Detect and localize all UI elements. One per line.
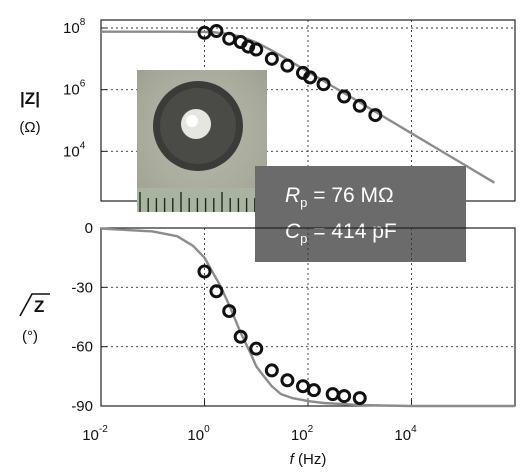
magnitude-ylabel-unit: (Ω) xyxy=(19,119,40,136)
phase-data-point xyxy=(280,373,295,388)
magnitude-measured-points xyxy=(197,23,383,123)
rp-text: Rp = 76 MΩ xyxy=(285,184,394,210)
phase-xtick-label: 104 xyxy=(394,424,417,444)
sample-electrode-highlight xyxy=(186,115,198,127)
rp-value: = 76 MΩ xyxy=(307,184,393,207)
magnitude-grid xyxy=(101,20,515,201)
phase-data-point xyxy=(325,387,340,402)
rp-subscript: p xyxy=(300,195,307,210)
phase-data-point xyxy=(264,363,279,378)
phase-ytick-label: -30 xyxy=(71,279,93,296)
xlabel-variable: f xyxy=(290,451,296,468)
cp-symbol: C xyxy=(285,220,301,243)
angle-icon xyxy=(19,293,50,317)
phase-data-point xyxy=(352,391,367,406)
phase-x-ticks: 10-2 100 102 104 xyxy=(82,400,417,444)
phase-grid xyxy=(101,228,515,406)
magnitude-data-point xyxy=(209,23,224,38)
phase-ytick-label: 0 xyxy=(85,220,93,237)
ruler-strip xyxy=(137,188,267,212)
rp-symbol: R xyxy=(285,184,300,207)
cp-text: Cp = 414 pF xyxy=(285,220,397,246)
magnitude-ylabel: |Z| xyxy=(20,89,40,108)
xlabel-unit: (Hz) xyxy=(294,451,327,468)
magnitude-model-line xyxy=(101,30,496,184)
phase-xlabel: f (Hz) xyxy=(290,451,327,468)
parameter-box: Rp = 76 MΩ Cp = 414 pF xyxy=(255,166,466,262)
magnitude-y-ticks: 104 106 108 xyxy=(63,17,107,160)
magnitude-data-point xyxy=(303,70,318,85)
phase-ytick-label: -90 xyxy=(71,398,93,415)
magnitude-data-point xyxy=(337,89,352,104)
phase-data-point xyxy=(337,389,352,404)
phase-xtick-label: 10-2 xyxy=(82,424,108,444)
magnitude-data-point xyxy=(264,51,279,66)
parameter-box-background xyxy=(255,166,466,262)
magnitude-data-point xyxy=(368,108,383,123)
phase-model-line xyxy=(100,227,515,408)
magnitude-ytick-label: 104 xyxy=(63,140,86,160)
cp-subscript: p xyxy=(300,231,307,246)
cp-value: = 414 pF xyxy=(307,220,396,243)
magnitude-panel: 104 106 108 |Z| (Ω) xyxy=(19,17,516,202)
phase-data-point xyxy=(197,264,212,279)
magnitude-ytick-label: 106 xyxy=(63,79,86,99)
phase-y-ticks: 0 -30 -60 -90 xyxy=(71,220,107,415)
sample-photo xyxy=(137,70,267,212)
magnitude-data-point xyxy=(241,39,256,54)
phase-ylabel: Z xyxy=(34,297,44,316)
magnitude-ytick-label: 108 xyxy=(63,17,86,37)
phase-xtick-label: 102 xyxy=(291,424,314,444)
phase-ylabel-unit: (°) xyxy=(22,328,38,345)
phase-data-point xyxy=(306,383,321,398)
phase-xtick-label: 100 xyxy=(187,424,210,444)
phase-data-point xyxy=(209,284,224,299)
phase-data-point xyxy=(233,329,248,344)
magnitude-data-point xyxy=(280,58,295,73)
phase-measured-points xyxy=(197,264,367,406)
phase-data-point xyxy=(295,379,310,394)
magnitude-data-point xyxy=(352,98,367,113)
magnitude-data-point xyxy=(249,42,264,57)
phase-data-point xyxy=(249,341,264,356)
phase-data-point xyxy=(222,304,237,319)
phase-panel: 0 -30 -60 -90 10-2 100 102 104 Z (°) f (Hz) xyxy=(19,220,516,468)
magnitude-data-point xyxy=(316,77,331,92)
phase-ytick-label: -60 xyxy=(71,339,93,356)
